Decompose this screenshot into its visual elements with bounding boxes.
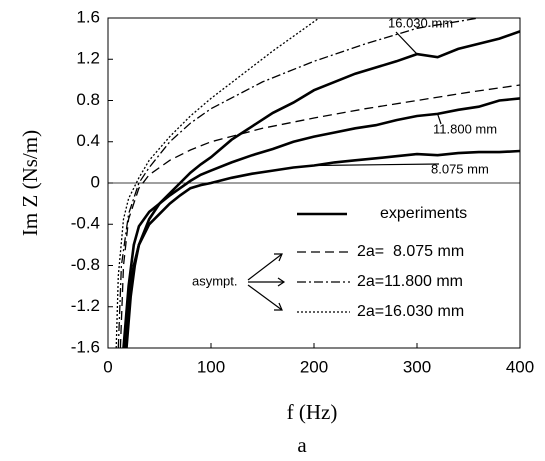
x-tick-label: 300 bbox=[403, 357, 431, 376]
asymptote-line bbox=[117, 18, 479, 348]
curve-annotation: 11.800 mm bbox=[433, 121, 497, 136]
legend-label: 2a=16.030 mm bbox=[357, 303, 464, 320]
asymptote-arrows bbox=[247, 253, 286, 311]
y-tick-label: 1.2 bbox=[76, 49, 100, 68]
annotation-arrow bbox=[313, 163, 440, 167]
curve-annotation: 16.030 mm bbox=[388, 15, 453, 30]
legend-label: experiments bbox=[380, 205, 467, 222]
experiment-line bbox=[123, 97, 520, 348]
y-tick-label: 1.6 bbox=[76, 7, 100, 26]
x-tick-label: 100 bbox=[197, 357, 225, 376]
x-tick-label: 400 bbox=[506, 357, 534, 376]
annotation-arrow bbox=[437, 113, 442, 125]
y-tick-label: 0.8 bbox=[76, 90, 100, 109]
y-tick-label: -1.6 bbox=[71, 337, 100, 356]
legend-label: 2a= 8.075 mm bbox=[357, 243, 464, 260]
y-tick-label: -1.2 bbox=[71, 296, 100, 315]
asymptote-note: asympt. bbox=[192, 273, 238, 288]
x-tick-label: 0 bbox=[103, 357, 112, 376]
x-axis-label: f (Hz) bbox=[287, 400, 338, 424]
experiment-line bbox=[122, 30, 520, 348]
legend-label: 2a=11.800 mm bbox=[357, 273, 463, 290]
y-tick-label: -0.8 bbox=[71, 255, 100, 274]
experiment-line bbox=[125, 149, 520, 348]
x-tick-label: 200 bbox=[300, 357, 328, 376]
y-tick-label: 0 bbox=[91, 172, 100, 191]
caption: a bbox=[297, 433, 307, 457]
asymptote-line bbox=[119, 84, 520, 348]
y-axis-label: Im Z (Ns/m) bbox=[18, 130, 42, 236]
y-tick-label: -0.4 bbox=[71, 214, 100, 233]
annotation-arrow bbox=[395, 31, 418, 55]
y-tick-label: 0.4 bbox=[76, 131, 100, 150]
curve-annotation: 8.075 mm bbox=[431, 161, 489, 176]
asymptote-line bbox=[115, 18, 320, 348]
